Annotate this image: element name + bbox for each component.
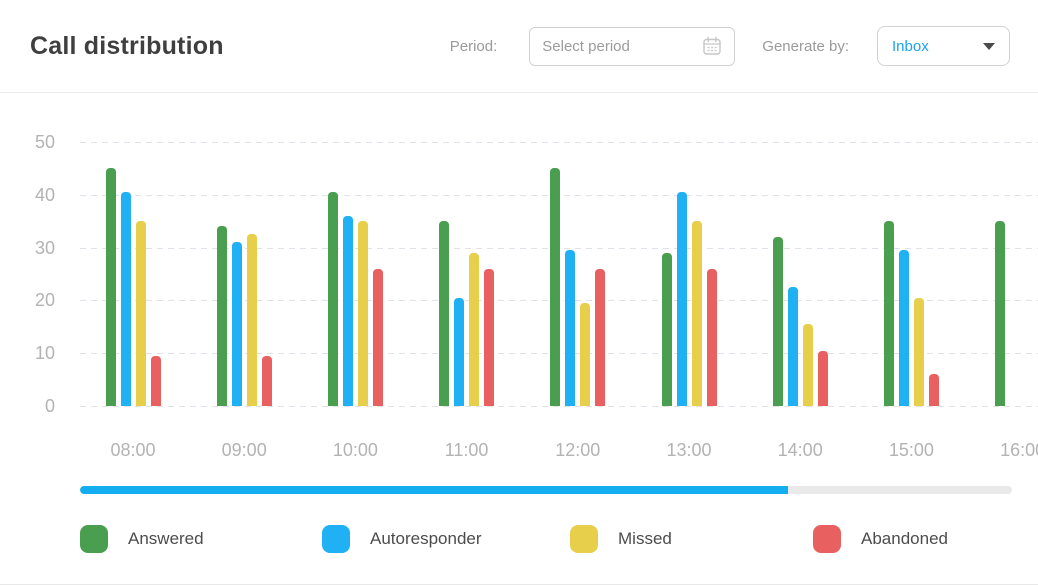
bar-answered-0900 <box>216 226 227 406</box>
legend-item-label: Abandoned <box>861 529 948 548</box>
bar-answered-1000 <box>327 192 338 406</box>
scrollbar-fill[interactable] <box>80 486 788 494</box>
y-axis-label: 0 <box>44 396 55 416</box>
x-axis-label: 09:00 <box>221 440 267 460</box>
period-label: Period: <box>449 37 498 55</box>
legend-swatch <box>80 525 108 553</box>
bar-answered-1300 <box>661 252 672 406</box>
panel-header: Call distribution Period: Select period <box>0 0 1038 93</box>
generate-by-label: Generate by: <box>762 37 849 55</box>
x-axis-label: 12:00 <box>555 440 601 460</box>
legend-item-label: Autoresponder <box>370 529 482 548</box>
legend-item-autoresponder[interactable]: Autoresponder <box>322 525 482 553</box>
x-axis-label: 13:00 <box>666 440 712 460</box>
bar-answered-1100 <box>439 221 450 406</box>
bar-answered-1500 <box>883 221 894 406</box>
bar-abandoned-1300 <box>706 268 717 406</box>
header-controls: Period: Select period Generate by: I <box>450 26 1010 66</box>
bar-autoresponder-1200 <box>565 250 576 406</box>
legend-item-missed[interactable]: Missed <box>570 525 672 553</box>
y-axis-label: 40 <box>34 184 55 205</box>
y-axis-label: 20 <box>34 290 55 311</box>
bar-answered-0800 <box>105 168 116 406</box>
call-distribution-chart: 0 10 20 30 40 50 08:00 09:00 10:00 11:00 12:00 13:0… <box>0 93 1038 584</box>
bar-autoresponder-1500 <box>898 250 909 406</box>
gridline <box>80 406 1038 407</box>
bar-missed-1100 <box>469 252 480 406</box>
x-axis-label: 08:00 <box>110 440 156 460</box>
y-axis-label: 10 <box>34 343 55 364</box>
bar-autoresponder-0900 <box>231 242 242 406</box>
bar-missed-1000 <box>357 221 368 406</box>
legend-swatch <box>322 525 350 553</box>
chevron-down-icon <box>983 42 995 50</box>
bar-abandoned-1400 <box>817 350 828 406</box>
bar-missed-1500 <box>913 297 924 406</box>
bar-answered-1600 <box>995 221 1006 406</box>
bar-autoresponder-1000 <box>342 215 353 406</box>
legend-swatch <box>570 525 598 553</box>
legend-swatch <box>813 525 841 553</box>
bar-answered-1200 <box>550 168 561 406</box>
generate-by-dropdown[interactable]: Inbox <box>877 26 1010 66</box>
bar-autoresponder-1400 <box>787 287 798 406</box>
x-axis-label: 11:00 <box>444 440 489 460</box>
bar-missed-1200 <box>580 303 591 406</box>
chart-scrollbar[interactable] <box>80 486 1012 494</box>
x-axis-label: 14:00 <box>777 440 823 460</box>
bar-autoresponder-1300 <box>676 192 687 406</box>
y-axis-label: 50 <box>34 132 55 152</box>
bar-missed-1300 <box>691 221 702 406</box>
x-axis-label: 16:00 <box>1000 440 1038 460</box>
bar-missed-0900 <box>246 234 257 406</box>
bar-abandoned-0900 <box>261 355 272 406</box>
bar-abandoned-1000 <box>372 268 383 406</box>
page-title: Call distribution <box>30 31 224 60</box>
legend-item-label: Missed <box>618 529 672 548</box>
period-placeholder: Select period <box>542 37 630 55</box>
generate-by-value: Inbox <box>892 37 929 55</box>
bar-abandoned-1500 <box>928 374 939 406</box>
bar-abandoned-1200 <box>595 268 606 406</box>
bar-abandoned-0800 <box>150 355 161 406</box>
x-axis-label: 15:00 <box>888 440 934 460</box>
bar-autoresponder-0800 <box>120 192 131 406</box>
bar-answered-1400 <box>772 237 783 406</box>
bar-missed-1400 <box>802 324 813 406</box>
period-select-field[interactable]: Select period <box>529 26 736 66</box>
calendar-icon <box>702 36 722 56</box>
gridline <box>80 142 1038 143</box>
legend-item-label: Answered <box>128 529 204 548</box>
bar-missed-0800 <box>135 221 146 406</box>
legend-item-answered[interactable]: Answered <box>80 525 204 553</box>
y-axis-label: 30 <box>34 237 55 258</box>
legend-item-abandoned[interactable]: Abandoned <box>813 525 948 553</box>
x-axis-label: 10:00 <box>332 440 378 460</box>
bar-autoresponder-1100 <box>454 297 465 406</box>
bar-abandoned-1100 <box>484 268 495 406</box>
